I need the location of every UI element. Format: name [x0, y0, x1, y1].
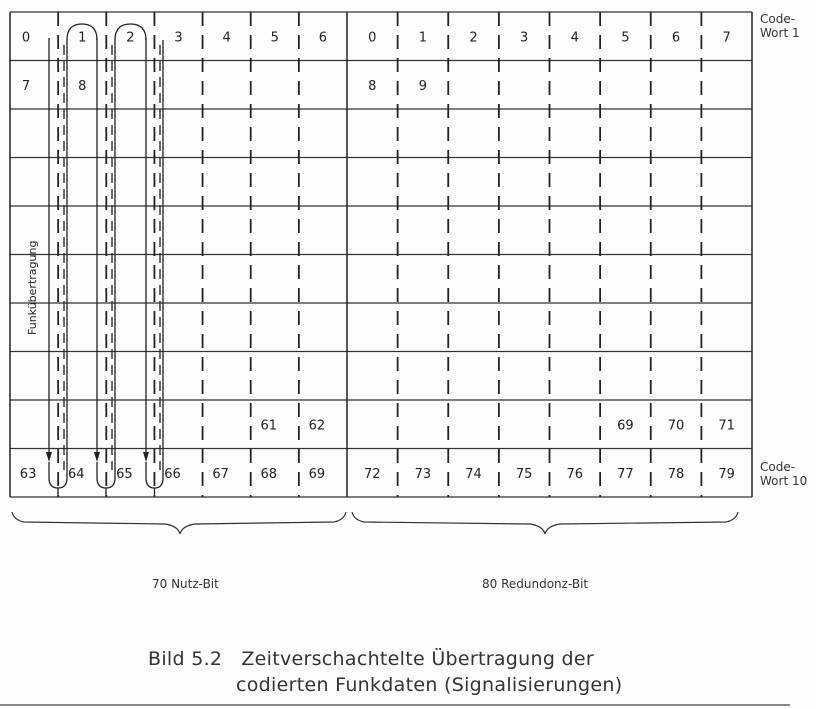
cell-number: 1	[78, 30, 86, 45]
cell-number: 8	[368, 79, 376, 94]
cell-number: 2	[469, 30, 477, 45]
payload-bits-label: 70 Nutz-Bit	[152, 577, 219, 591]
cell-number: 5	[271, 30, 279, 45]
codeword-label-line: Wort 10	[760, 474, 808, 488]
cell-number: 7	[723, 30, 731, 45]
cell-number: 63	[20, 467, 37, 482]
cell-number: 6	[319, 30, 327, 45]
cell-number: 62	[309, 418, 326, 433]
cell-number: 8	[78, 79, 86, 94]
cell-number: 78	[668, 467, 685, 482]
cell-number: 5	[621, 30, 629, 45]
codeword-label-line: Wort 1	[760, 26, 800, 40]
cell-number: 71	[718, 418, 735, 433]
codeword-1-label: Code- Wort 1	[760, 12, 800, 40]
arrow-down-icon	[46, 452, 52, 462]
cell-number: 1	[419, 30, 427, 45]
cell-number: 69	[617, 418, 634, 433]
cell-number: 66	[164, 467, 181, 482]
brace-payload	[11, 511, 347, 535]
cell-number: 9	[419, 79, 427, 94]
cell-number: 70	[668, 418, 685, 433]
cell-number: 7	[22, 79, 30, 94]
redundancy-bits-label: 80 Redundonz-Bit	[482, 577, 589, 591]
caption-line-1: Bild 5.2 Zeitverschachtelte Übertragung …	[148, 648, 594, 670]
codeword-label-line: Code-	[760, 12, 796, 26]
arrow-down-icon	[143, 452, 149, 462]
cell-number: 73	[415, 467, 432, 482]
cell-number: 67	[212, 467, 229, 482]
cell-number: 3	[520, 30, 528, 45]
codeword-10-label: Code- Wort 10	[760, 460, 807, 488]
cell-number: 69	[309, 467, 326, 482]
cell-number: 61	[261, 418, 278, 433]
cell-number: 68	[261, 467, 278, 482]
brace-redundancy	[351, 511, 739, 535]
caption-line-2: codierten Funkdaten (Signalisierungen)	[236, 674, 623, 696]
transmission-label: Funkübertragung	[26, 241, 39, 335]
cell-number: 76	[567, 467, 584, 482]
cell-number: 64	[68, 467, 85, 482]
codeword-label-line: Code-	[760, 460, 796, 474]
cell-number: 4	[223, 30, 231, 45]
cell-number: 0	[368, 30, 376, 45]
cell-number: 72	[364, 467, 381, 482]
cell-number: 65	[116, 467, 133, 482]
cell-number: 0	[22, 30, 30, 45]
transmission-path	[114, 23, 147, 41]
arrow-down-icon	[94, 452, 100, 462]
cell-number: 79	[718, 467, 735, 482]
cell-number: 2	[126, 30, 134, 45]
cell-number: 6	[672, 30, 680, 45]
cell-number: 77	[617, 467, 634, 482]
cell-number: 3	[174, 30, 182, 45]
cell-number: 4	[571, 30, 579, 45]
cell-number: 75	[516, 467, 533, 482]
cell-number: 74	[465, 467, 482, 482]
transmission-path	[66, 23, 98, 41]
